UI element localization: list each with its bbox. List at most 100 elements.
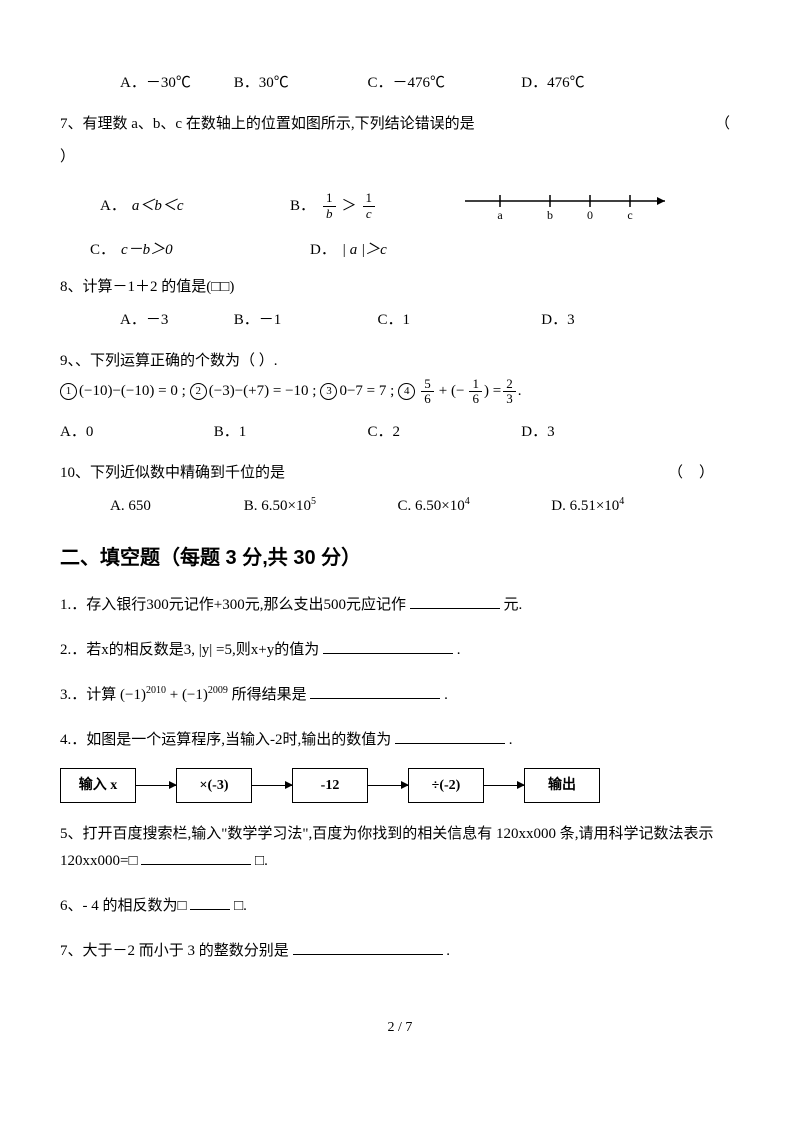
q7-b-label: B． [290, 193, 315, 220]
f1-blank [410, 593, 500, 609]
flow-arrow-4 [484, 785, 524, 786]
q7-a-math: a＜b＜c [132, 193, 184, 220]
f7-blank [293, 939, 443, 955]
flow-diagram: 输入 x ×(-3) -12 ÷(-2) 输出 [60, 768, 740, 803]
fill-4: 4.．如图是一个运算程序,当输入-2时,输出的数值为 . [60, 727, 740, 754]
f6-blank [190, 894, 230, 910]
flow-arrow-2 [252, 785, 292, 786]
f2-p3: . [457, 642, 461, 658]
circled-3: 3 [320, 383, 337, 400]
fill-3: 3.．计算 (−1)2010 + (−1)2009 所得结果是 . [60, 682, 740, 709]
flow-box-output: 输出 [524, 768, 600, 803]
q8-stem: 8、计算－1＋2 的值是(□□) [60, 274, 740, 301]
q9-d: D．3 [521, 419, 554, 446]
q7-a-label: A． [100, 193, 126, 220]
q7-paren-close: ） [60, 144, 740, 171]
q6-c: C．－476℃ [368, 70, 518, 97]
q8-c: C．1 [378, 307, 538, 334]
q7-options-row2: C． c－b＞0 D． | a |＞c [60, 237, 740, 264]
f3-e2: (−1) [182, 687, 208, 703]
q7-b-math: 1b ＞ 1c [321, 191, 377, 221]
q10-a: A. 650 [110, 493, 240, 520]
q6-d: D．476℃ [521, 70, 584, 97]
q7-stem-text: 7、有理数 a、b、c 在数轴上的位置如图所示,下列结论错误的是 [60, 116, 475, 132]
f2-abs: |y| [199, 642, 213, 658]
flow-arrow-1 [136, 785, 176, 786]
svg-text:0: 0 [587, 208, 593, 221]
page-number: 2 / 7 [60, 1015, 740, 1040]
f4-blank [395, 728, 505, 744]
q9-options: A．0 B．1 C．2 D．3 [60, 419, 740, 446]
fill-6: 6、- 4 的相反数为□ □. [60, 893, 740, 920]
f1-p1: 1.．存入银行300元记作+300元,那么支出500元应记作 [60, 597, 406, 613]
q10-stem-text: 10、下列近似数中精确到千位的是 [60, 465, 285, 481]
q8-d: D．3 [541, 307, 574, 334]
q9-e3: 0−7 = 7 ; [339, 378, 394, 405]
q9-e2: (−3)−(+7) = −10 ; [209, 378, 317, 405]
q7-c-math: c－b＞0 [121, 237, 173, 264]
f5-blank [141, 849, 251, 865]
q7-d-math: | a |＞c [342, 237, 387, 264]
q10-c: C. 6.50×104 [398, 493, 548, 520]
f3-p2: 所得结果是 [232, 687, 307, 703]
q7-paren-open: （ [715, 111, 730, 138]
f4-p2: . [509, 732, 513, 748]
f2-p2: =5,则x+y的值为 [216, 642, 319, 658]
q9-expressions: 1 (−10)−(−10) = 0 ; 2 (−3)−(+7) = −10 ; … [60, 377, 740, 407]
q10-options: A. 650 B. 6.50×105 C. 6.50×104 D. 6.51×1… [60, 493, 740, 520]
q7-options-row1: A． a＜b＜c B． 1b ＞ 1c a b 0 c [60, 181, 740, 231]
q7-c-label: C． [90, 237, 115, 264]
q8-a: A．－3 [120, 307, 230, 334]
f2-p1: 2.．若x的相反数是3, [60, 642, 195, 658]
flow-box-mult: ×(-3) [176, 768, 252, 803]
f1-p2: 元. [503, 597, 522, 613]
q10-d: D. 6.51×104 [551, 493, 624, 520]
q9-c: C．2 [368, 419, 518, 446]
q9-e1: (−10)−(−10) = 0 ; [79, 378, 186, 405]
f2-blank [323, 638, 453, 654]
section-2-title: 二、填空题（每题 3 分,共 30 分） [60, 540, 740, 576]
svg-text:c: c [627, 208, 632, 221]
q7-d-label: D． [310, 237, 336, 264]
fill-7: 7、大于－2 而小于 3 的整数分别是 . [60, 938, 740, 965]
number-line-svg: a b 0 c [460, 181, 680, 221]
f7-p2: . [446, 943, 450, 959]
f3-p1: 3.．计算 [60, 687, 116, 703]
svg-text:b: b [547, 208, 553, 221]
f4-p1: 4.．如图是一个运算程序,当输入-2时,输出的数值为 [60, 732, 391, 748]
q10-stem: 10、下列近似数中精确到千位的是 （） [60, 460, 740, 487]
f3-p3: . [444, 687, 448, 703]
q7-c: C． c－b＞0 [90, 237, 310, 264]
fill-2: 2.．若x的相反数是3, |y| =5,则x+y的值为 . [60, 637, 740, 664]
f3-s2: 2009 [208, 685, 228, 696]
flow-arrow-3 [368, 785, 408, 786]
f6-p2: □. [234, 898, 247, 914]
q9-b: B．1 [214, 419, 364, 446]
q8-b: B．－1 [234, 307, 374, 334]
f5-p2: □. [255, 853, 268, 869]
q10-b: B. 6.50×105 [244, 493, 394, 520]
f3-e1: (−1) [120, 687, 146, 703]
q7-stem: 7、有理数 a、b、c 在数轴上的位置如图所示,下列结论错误的是 （ [60, 111, 740, 138]
svg-text:a: a [497, 208, 503, 221]
q9-stem: 9、、下列运算正确的个数为（ ）. [60, 348, 740, 375]
f3-plus: + [170, 687, 182, 703]
f6-p1: 6、- 4 的相反数为□ [60, 898, 187, 914]
flow-box-sub: -12 [292, 768, 368, 803]
q6-a: A．－30℃ [120, 70, 230, 97]
q7-d: D． | a |＞c [310, 237, 387, 264]
q8-options: A．－3 B．－1 C．1 D．3 [60, 307, 740, 334]
f3-s1: 2010 [146, 685, 166, 696]
q10-paren: （） [668, 460, 730, 487]
q7-a: A． a＜b＜c [100, 193, 290, 220]
fill-5: 5、打开百度搜索栏,输入"数学学习法",百度为你找到的相关信息有 120xx00… [60, 821, 740, 875]
q6-options: A．－30℃ B．30℃ C．－476℃ D．476℃ [60, 70, 740, 97]
flow-box-div: ÷(-2) [408, 768, 484, 803]
flow-box-input: 输入 x [60, 768, 136, 803]
f3-blank [310, 683, 440, 699]
q7-b: B． 1b ＞ 1c [290, 191, 440, 221]
circled-4: 4 [398, 383, 415, 400]
q6-b: B．30℃ [234, 70, 364, 97]
circled-1: 1 [60, 383, 77, 400]
f7-p1: 7、大于－2 而小于 3 的整数分别是 [60, 943, 289, 959]
